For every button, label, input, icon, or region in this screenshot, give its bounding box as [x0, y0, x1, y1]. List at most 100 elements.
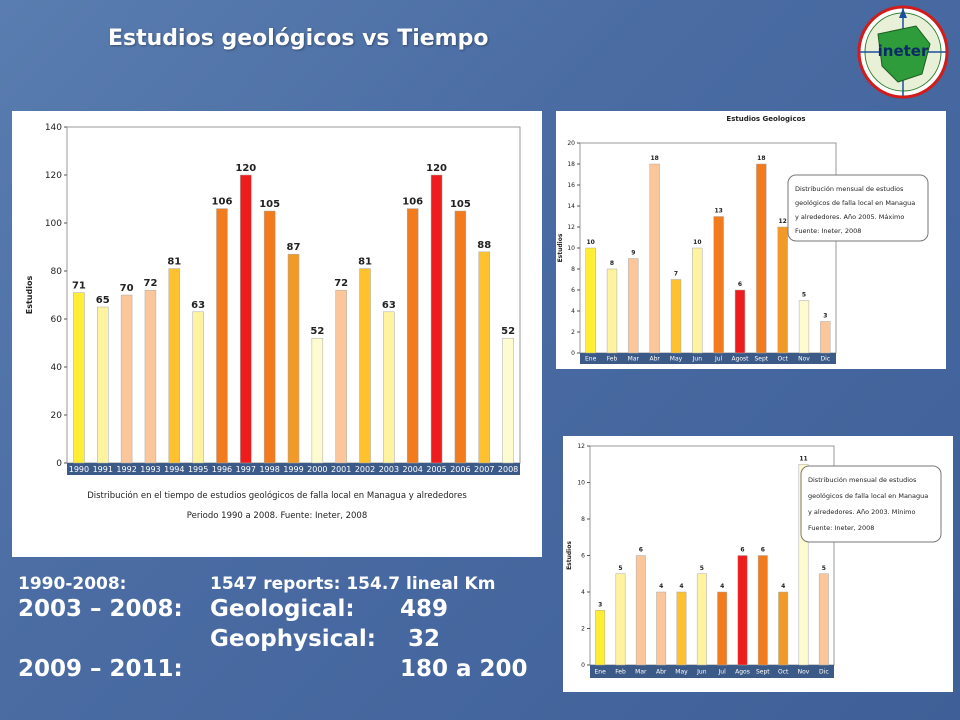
x-tick-label: 2006	[450, 465, 470, 474]
annotation-text: geológicos de falla local en Managua	[808, 492, 928, 500]
y-tick-label: 0	[571, 350, 575, 357]
stat-label-1: 1990-2008:	[18, 574, 127, 594]
x-tick-label: 1991	[93, 465, 113, 474]
logo-text: ineter	[878, 42, 929, 60]
data-label: 52	[310, 326, 324, 337]
y-tick-label: 140	[45, 123, 62, 133]
y-tick-label: 4	[581, 589, 585, 596]
annotation-text: y alrededores. Año 2003. Mínimo	[808, 508, 915, 516]
data-label: 4	[720, 583, 724, 590]
x-tick-label: 2000	[307, 465, 327, 474]
data-label: 11	[799, 455, 807, 462]
data-label: 6	[639, 547, 643, 554]
x-tick-label: Mar	[635, 669, 647, 676]
bar	[144, 289, 157, 464]
data-label: 4	[679, 583, 683, 590]
category-strip	[67, 463, 520, 475]
data-label: 5	[822, 565, 826, 572]
x-tick-label: Ene	[595, 669, 607, 676]
chart-caption: Distribución en el tiempo de estudios ge…	[87, 490, 467, 501]
x-tick-label: 1990	[69, 465, 89, 474]
stat-value-2: 489	[400, 596, 449, 622]
bar	[717, 591, 728, 666]
y-tick-label: 120	[45, 171, 62, 181]
y-tick-label: 20	[51, 411, 63, 421]
bar	[734, 289, 746, 354]
bar	[615, 573, 626, 666]
data-label: 120	[235, 163, 256, 174]
stat-value-4: 180 a 200	[400, 656, 528, 682]
data-label: 88	[477, 240, 491, 251]
y-axis-label: Estudios	[557, 233, 564, 262]
x-tick-label: 2003	[379, 465, 399, 474]
data-label: 13	[714, 208, 722, 215]
x-tick-label: Jul	[714, 356, 723, 363]
data-label: 106	[212, 197, 233, 208]
x-tick-label: 2007	[474, 465, 494, 474]
data-label: 5	[700, 565, 704, 572]
bar	[820, 321, 831, 354]
data-label: 70	[120, 283, 134, 294]
data-label: 87	[287, 242, 301, 253]
x-tick-label: Oct	[777, 356, 788, 363]
stat-kind-3: Geophysical:	[210, 626, 376, 652]
annotation-text: geológicos de falla local en Managua	[795, 199, 915, 207]
bar	[606, 268, 618, 354]
data-label: 4	[781, 583, 785, 590]
annotation-box	[800, 465, 942, 543]
x-tick-label: Nov	[798, 669, 810, 676]
annotation-box	[787, 174, 929, 242]
x-tick-label: 2002	[355, 465, 375, 474]
y-tick-label: 2	[571, 329, 575, 336]
bar	[335, 289, 347, 464]
data-label: 6	[740, 547, 744, 554]
bar	[406, 208, 419, 464]
y-tick-label: 12	[567, 224, 575, 231]
x-tick-label: 1999	[283, 465, 303, 474]
bar	[777, 226, 788, 354]
bar	[585, 247, 596, 354]
x-tick-label: Abr	[649, 356, 660, 363]
x-tick-label: May	[675, 669, 688, 676]
x-tick-label: Oct	[778, 669, 789, 676]
stat-kind-2: Geological:	[210, 596, 355, 622]
bar	[757, 555, 768, 666]
data-label: 105	[450, 199, 471, 210]
y-tick-label: 8	[571, 266, 575, 273]
x-tick-label: 2001	[331, 465, 351, 474]
data-label: 65	[96, 295, 110, 306]
data-label: 18	[650, 155, 658, 162]
bar	[628, 258, 639, 354]
bar	[713, 216, 724, 354]
x-tick-label: 2004	[403, 465, 423, 474]
bar	[240, 174, 252, 464]
data-label: 10	[586, 239, 594, 246]
data-label: 5	[802, 292, 806, 299]
y-axis-label: Estudios	[25, 276, 34, 315]
data-label: 10	[693, 239, 701, 246]
annotation-text: Distribución mensual de estudios	[795, 185, 904, 193]
x-tick-label: Dic	[821, 356, 831, 363]
x-tick-label: Mar	[628, 356, 640, 363]
data-label: 63	[191, 300, 205, 311]
data-label: 6	[761, 547, 765, 554]
annotation-text: Fuente: Ineter, 2008	[808, 524, 874, 532]
annotation-text: Fuente: Ineter, 2008	[795, 227, 861, 235]
stats-block: 1990-2008: 1547 reports: 154.7 lineal Km…	[18, 570, 538, 690]
data-label: 3	[823, 313, 827, 320]
bar	[649, 163, 660, 354]
y-tick-label: 14	[567, 203, 575, 210]
data-label: 18	[757, 155, 765, 162]
x-tick-label: 1997	[236, 465, 256, 474]
yearly-studies-chart: 0 20 40 60 80 100 120 140 Estudios 1990 1991 1992 19…	[25, 123, 521, 521]
data-label: 12	[778, 218, 786, 225]
y-tick-label: 8	[581, 516, 585, 523]
bar	[737, 555, 748, 666]
y-tick-label: 16	[567, 182, 575, 189]
bar	[454, 210, 467, 464]
bar	[696, 573, 707, 666]
y-tick-label: 6	[581, 553, 585, 560]
y-tick-label: 4	[571, 308, 575, 315]
stat-value-1: 1547 reports: 154.7 lineal Km	[210, 574, 496, 594]
chart-title: Estudios Geologicos	[726, 115, 805, 123]
